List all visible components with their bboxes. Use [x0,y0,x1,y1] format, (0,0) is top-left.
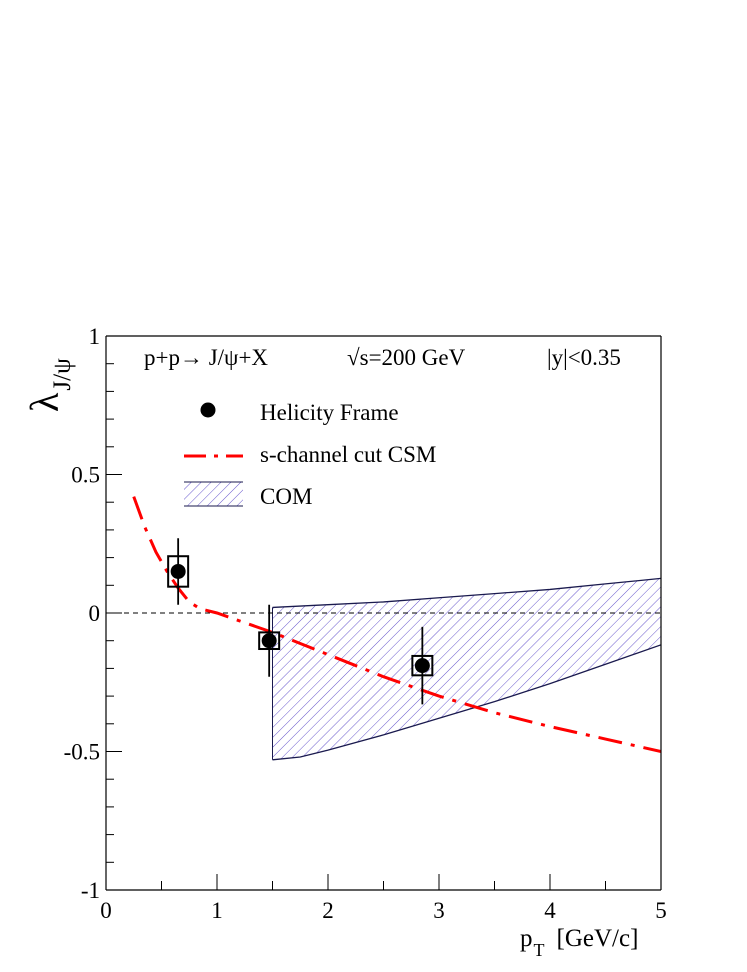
x-tick-label: 0 [100,898,112,923]
x-tick-label: 2 [322,898,334,923]
data-point-sys-box [411,654,434,677]
data-point-sys-box [258,631,281,651]
legend-label: s-channel cut CSM [260,442,436,467]
annotation-rapidity: |y|<0.35 [547,345,621,370]
x-axis-label: pT [GeV/c] [520,925,638,960]
y-tick-label: -0.5 [64,740,100,765]
x-axis-label-main: p [520,925,533,952]
data-point [414,658,430,674]
data-point [170,563,186,579]
x-tick-label: 5 [655,898,667,923]
data-points-layer [167,538,434,705]
com-band-layer [272,577,661,761]
y-tick-label: 0.5 [71,463,100,488]
data-point [261,633,277,649]
y-axis-label-subscript: J/ψ [49,358,76,391]
csm-line-layer [132,496,661,753]
com-band-fill [272,578,661,760]
labels-layer: λJ/ψ pT [GeV/c] p+p→ J/ψ+X √s=200 GeV |y|<0.3… [22,345,638,960]
y-axis-label: λJ/ψ [22,358,76,412]
data-point-sys-box [167,555,190,588]
y-tick-label: 1 [89,324,101,349]
x-tick-label: 3 [433,898,445,923]
legend-label: COM [260,484,312,509]
y-axis-label-main: λ [22,392,67,412]
ticks-layer: 0 1 2 3 4 5 1 0.5 0 -0.5 -1 [64,324,667,923]
legend-label: Helicity Frame [260,400,399,425]
x-axis-label-unit: [GeV/c] [557,925,639,952]
legend-marker-com-fill [184,482,243,506]
legend-layer: Helicity Frame s-channel cut CSM COM [184,400,436,509]
x-tick-label: 1 [211,898,223,923]
x-tick-label: 4 [544,898,556,923]
y-tick-label: -1 [81,878,100,903]
annotation-energy: √s=200 GeV [347,345,466,370]
legend-marker-helicity [200,402,216,418]
com-band-lower-edge [272,644,661,761]
y-tick-label: 0 [89,601,101,626]
annotation-reaction: p+p→ J/ψ+X [144,345,268,370]
csm-curve [132,496,661,753]
com-band-upper-edge [272,577,661,609]
x-axis-label-subscript: T [534,940,545,960]
